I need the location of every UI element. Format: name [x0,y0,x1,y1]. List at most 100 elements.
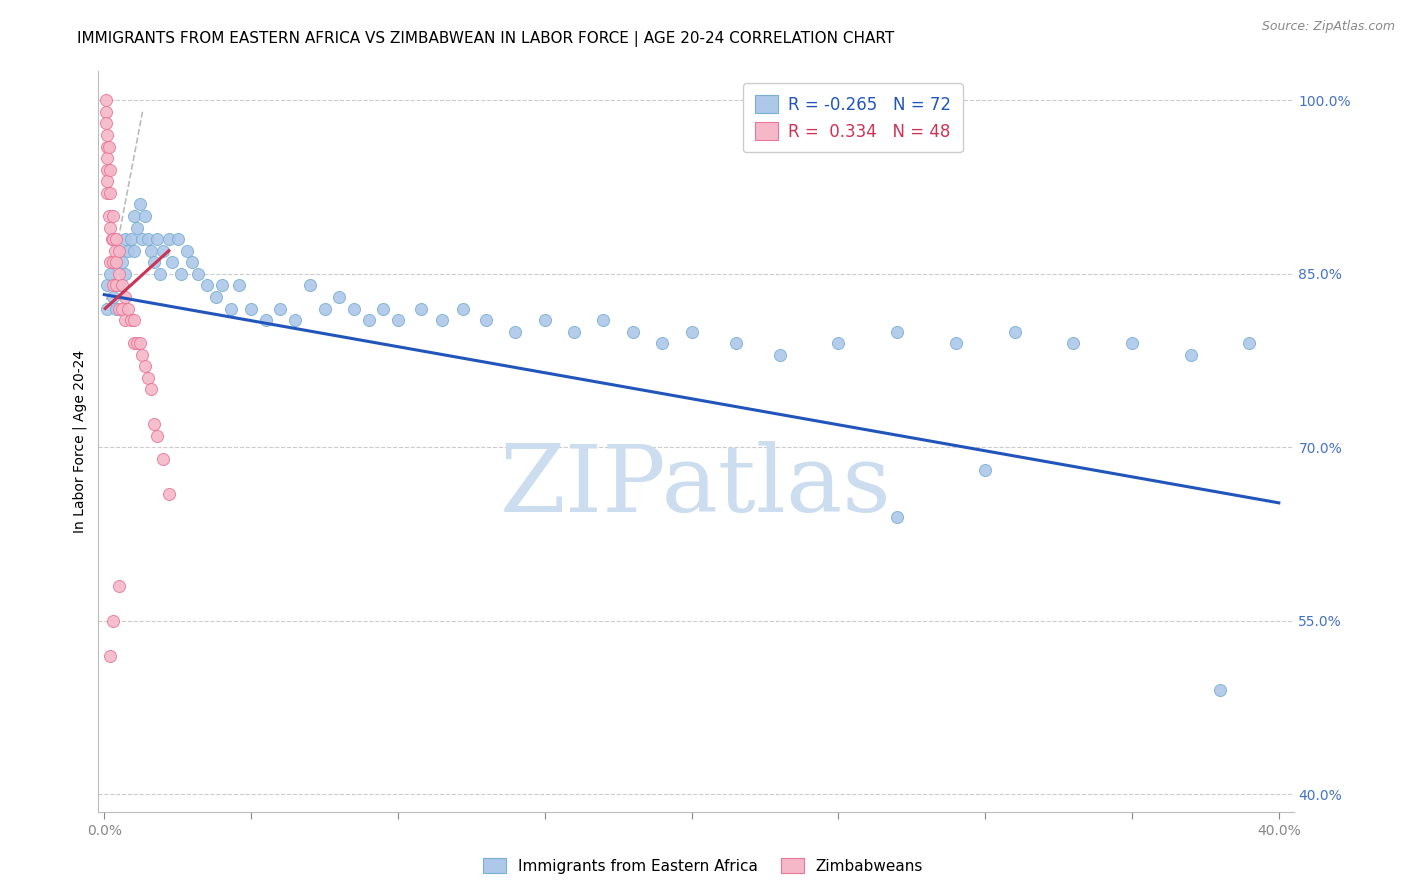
Point [328,290,350,304]
Point [228,278,250,293]
Point [138,232,160,246]
Point [111,278,134,293]
Point [128,336,150,351]
Point [314,301,336,316]
Point [122,244,145,258]
Point [120,232,142,246]
Point [96,151,118,165]
Point [533,313,555,327]
Y-axis label: In Labor Force | Age 20-24: In Labor Force | Age 20-24 [73,350,87,533]
Point [131,348,153,362]
Point [146,429,169,443]
Point [125,220,148,235]
Point [114,313,136,327]
Point [111,301,134,316]
Point [105,278,128,293]
Point [98,648,121,663]
Point [98,162,121,177]
Point [114,290,136,304]
Point [101,232,124,246]
Point [240,301,263,316]
Point [143,255,166,269]
Point [254,313,277,327]
Point [125,336,148,351]
Point [724,336,747,351]
Point [105,255,128,269]
Point [141,244,163,258]
Point [284,313,307,327]
Point [114,232,136,246]
Point [146,232,169,246]
Point [94,93,117,107]
Point [94,104,117,119]
Point [108,244,131,258]
Point [187,267,209,281]
Text: ZIPatlas: ZIPatlas [501,441,891,531]
Point [211,278,233,293]
Point [886,509,908,524]
Point [169,267,191,281]
Point [166,232,188,246]
Point [430,313,453,327]
Point [96,162,118,177]
Point [96,128,118,142]
Point [122,313,145,327]
Point [681,325,703,339]
Point [298,278,321,293]
Point [122,209,145,223]
Point [101,278,124,293]
Point [98,267,121,281]
Point [105,301,128,316]
Point [357,313,380,327]
Point [141,383,163,397]
Point [128,197,150,211]
Point [117,244,139,258]
Point [160,255,183,269]
Legend: R = -0.265   N = 72, R =  0.334   N = 48: R = -0.265 N = 72, R = 0.334 N = 48 [742,83,963,153]
Point [108,579,131,593]
Point [157,486,180,500]
Point [98,186,121,200]
Point [134,209,156,223]
Legend: Immigrants from Eastern Africa, Zimbabweans: Immigrants from Eastern Africa, Zimbabwe… [477,852,929,880]
Point [886,325,908,339]
Point [98,220,121,235]
Text: Source: ZipAtlas.com: Source: ZipAtlas.com [1261,20,1395,33]
Point [138,371,160,385]
Point [176,244,198,258]
Point [592,313,614,327]
Point [101,209,124,223]
Point [1239,336,1261,351]
Point [1121,336,1143,351]
Point [96,301,118,316]
Point [562,325,585,339]
Point [97,139,120,153]
Point [94,116,117,130]
Point [101,614,124,628]
Point [181,255,204,269]
Point [101,290,124,304]
Point [373,301,395,316]
Point [108,278,131,293]
Point [108,267,131,281]
Point [157,232,180,246]
Point [205,290,228,304]
Point [505,325,527,339]
Point [96,186,118,200]
Point [105,255,128,269]
Point [219,301,242,316]
Point [769,348,792,362]
Point [101,255,124,269]
Point [651,336,673,351]
Point [974,463,997,477]
Point [827,336,849,351]
Point [149,267,172,281]
Point [98,255,121,269]
Point [111,255,134,269]
Text: IMMIGRANTS FROM EASTERN AFRICA VS ZIMBABWEAN IN LABOR FORCE | AGE 20-24 CORRELAT: IMMIGRANTS FROM EASTERN AFRICA VS ZIMBAB… [77,31,894,47]
Point [343,301,366,316]
Point [96,278,118,293]
Point [411,301,433,316]
Point [117,301,139,316]
Point [96,174,118,188]
